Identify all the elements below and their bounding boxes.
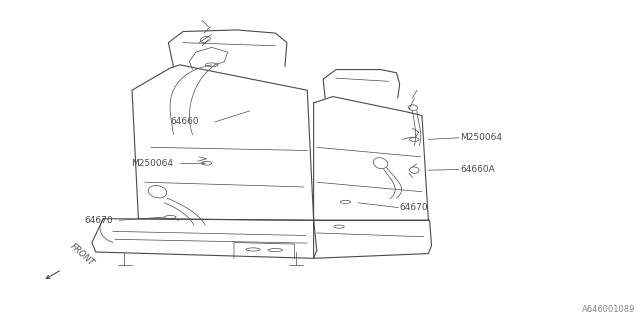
Text: 64670: 64670 — [399, 203, 428, 212]
Text: 64670: 64670 — [84, 216, 113, 225]
Text: M250064: M250064 — [460, 133, 502, 142]
Text: 64660: 64660 — [170, 117, 199, 126]
Text: 64660A: 64660A — [460, 165, 495, 174]
Text: FRONT: FRONT — [68, 242, 96, 268]
Text: A646001089: A646001089 — [582, 305, 636, 314]
Text: M250064: M250064 — [131, 159, 173, 168]
